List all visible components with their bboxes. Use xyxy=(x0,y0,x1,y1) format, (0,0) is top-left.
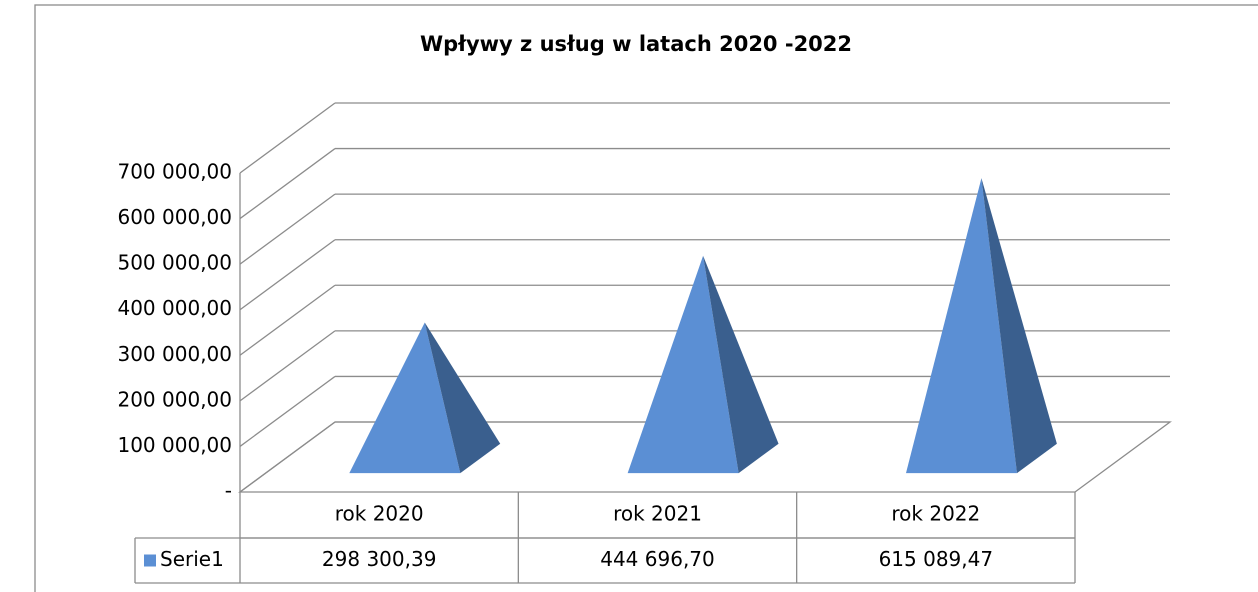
table-value: 298 300,39 xyxy=(322,547,437,571)
legend-swatch xyxy=(144,554,156,567)
grid-line xyxy=(239,375,336,447)
pyramid-front xyxy=(349,322,461,474)
y-tick-label: - xyxy=(225,479,232,503)
y-tick-label: 400 000,00 xyxy=(117,296,232,320)
grid-line xyxy=(239,421,336,493)
pyramid-front xyxy=(627,255,739,474)
grid-line xyxy=(239,148,336,220)
table-value: 444 696,70 xyxy=(600,547,715,571)
legend-label: Serie1 xyxy=(160,547,224,571)
grid-line xyxy=(239,239,336,311)
y-tick-label: 100 000,00 xyxy=(117,433,232,457)
table-value: 615 089,47 xyxy=(879,547,994,571)
pyramid-front xyxy=(905,178,1017,474)
x-tick-label: rok 2021 xyxy=(613,502,702,526)
y-tick-label: 300 000,00 xyxy=(117,342,232,366)
y-tick-label: 200 000,00 xyxy=(117,387,232,411)
x-tick-label: rok 2020 xyxy=(335,502,424,526)
pyramid-side xyxy=(424,322,501,474)
x-tick-label: rok 2022 xyxy=(891,502,980,526)
y-tick-label: 600 000,00 xyxy=(117,205,232,229)
grid-line xyxy=(239,193,336,265)
pyramid-side xyxy=(981,178,1057,474)
y-tick-label: 700 000,00 xyxy=(117,160,232,184)
grid-line xyxy=(239,330,336,402)
pyramid-side xyxy=(703,255,779,474)
grid-line xyxy=(239,284,336,356)
y-tick-label: 500 000,00 xyxy=(117,251,232,275)
chart-title: Wpływy z usług w latach 2020 -2022 xyxy=(420,32,852,56)
grid-line xyxy=(239,102,336,174)
